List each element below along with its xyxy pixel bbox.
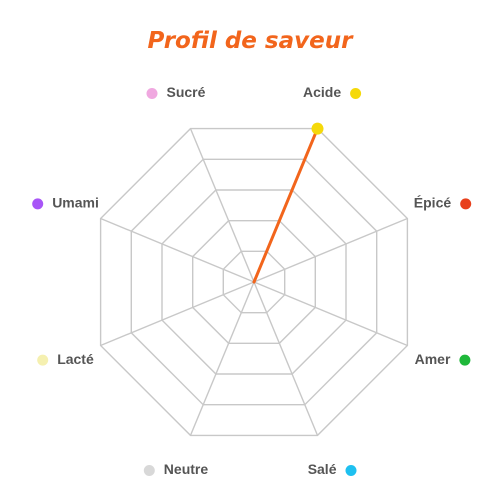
- axis-label-sucre: Sucré: [146, 84, 206, 100]
- radar-grid: [99, 127, 409, 437]
- axis-label-epice: Épicé: [414, 195, 472, 211]
- spoke-epice: [253, 217, 408, 283]
- spoke-sucre: [189, 128, 255, 283]
- spoke-sale: [253, 281, 319, 436]
- legend-dot-umami: [32, 198, 44, 210]
- spoke-lacte: [100, 281, 255, 347]
- legend-dot-neutre: [143, 465, 155, 476]
- radar-labels: Acide Épicé Amer Salé Neutre Lacté Umami Sucré: [32, 84, 472, 477]
- axis-label-text: Sucré: [167, 84, 206, 100]
- axis-label-text: Lacté: [57, 351, 94, 367]
- legend-dot-epice: [460, 198, 472, 210]
- axis-label-text: Amer: [415, 351, 451, 367]
- legend-dot-acide: [350, 88, 362, 99]
- legend-dot-amer: [459, 354, 471, 366]
- axis-label-neutre: Neutre: [143, 461, 209, 477]
- axis-label-text: Épicé: [414, 195, 452, 211]
- axis-label-text: Salé: [308, 461, 337, 477]
- axis-label-text: Acide: [303, 84, 341, 100]
- spoke-umami: [100, 217, 255, 283]
- legend-dot-sucre: [146, 88, 158, 99]
- axis-label-text: Umami: [52, 195, 99, 211]
- legend-dot-sale: [345, 465, 357, 476]
- axis-label-sale: Salé: [308, 461, 357, 477]
- spoke-amer: [253, 281, 408, 347]
- axis-label-acide: Acide: [303, 84, 362, 100]
- axis-label-lacte: Lacté: [37, 351, 94, 367]
- data-point-acide: [311, 122, 324, 135]
- axis-label-text: Neutre: [164, 461, 209, 477]
- legend-dot-lacte: [37, 354, 49, 366]
- radar-series: [252, 122, 324, 284]
- axis-label-amer: Amer: [415, 351, 471, 367]
- series-line-0: [252, 127, 319, 284]
- chart-title: Profil de saveur: [147, 28, 353, 54]
- axis-label-umami: Umami: [32, 195, 99, 211]
- spoke-neutre: [189, 281, 255, 436]
